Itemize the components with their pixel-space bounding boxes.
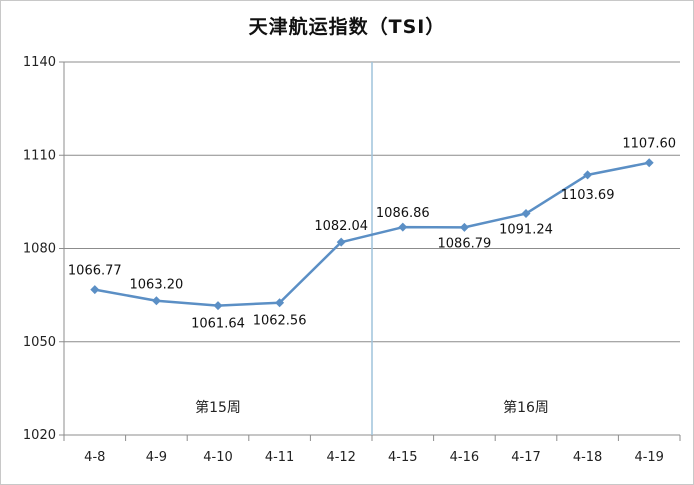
data-point-4-19 bbox=[644, 158, 654, 168]
data-label-4-9: 1063.20 bbox=[130, 278, 184, 293]
data-point-4-9 bbox=[151, 296, 161, 306]
data-label-4-17: 1091.24 bbox=[499, 223, 553, 238]
data-point-4-11 bbox=[275, 298, 285, 308]
x-tick-label: 4-10 bbox=[203, 450, 233, 465]
y-tick-label: 1050 bbox=[23, 335, 56, 350]
x-tick-label: 4-8 bbox=[84, 450, 105, 465]
week-16-label: 第16周 bbox=[503, 399, 549, 416]
x-tick-label: 4-16 bbox=[450, 450, 480, 465]
data-point-4-12 bbox=[336, 237, 346, 247]
data-label-4-16: 1086.79 bbox=[438, 236, 492, 251]
x-tick-label: 4-15 bbox=[388, 450, 418, 465]
data-point-4-18 bbox=[583, 170, 593, 180]
data-label-4-11: 1062.56 bbox=[253, 314, 307, 329]
series-line bbox=[94, 161, 650, 307]
data-point-4-17 bbox=[521, 209, 531, 219]
data-label-4-15: 1086.86 bbox=[376, 206, 430, 221]
x-tick-labels: 4-8 4-9 4-10 4-11 4-12 4-15 4-16 4-17 4-18 4-19 bbox=[84, 450, 664, 465]
x-tick-label: 4-9 bbox=[146, 450, 167, 465]
data-label-4-10: 1061.64 bbox=[191, 317, 245, 332]
data-label-4-8: 1066.77 bbox=[68, 264, 122, 279]
x-tick-label: 4-18 bbox=[573, 450, 603, 465]
data-point-4-15 bbox=[398, 222, 408, 232]
chart-title: 天津航运指数（TSI） bbox=[248, 16, 446, 38]
series-group bbox=[90, 158, 654, 311]
data-label-4-12: 1082.04 bbox=[314, 219, 368, 234]
data-label-4-19: 1107.60 bbox=[622, 137, 676, 152]
x-tick-label: 4-17 bbox=[511, 450, 541, 465]
axes bbox=[59, 61, 681, 441]
data-point-4-8 bbox=[90, 285, 100, 295]
y-tick-label: 1110 bbox=[23, 148, 56, 163]
x-tick-label: 4-12 bbox=[326, 450, 356, 465]
y-tick-labels: 1020 1050 1080 1110 1140 bbox=[23, 55, 56, 443]
x-tick-label: 4-19 bbox=[634, 450, 664, 465]
data-point-4-10 bbox=[213, 301, 223, 311]
data-point-4-16 bbox=[459, 222, 469, 232]
y-tick-label: 1080 bbox=[23, 242, 56, 257]
y-tick-label: 1140 bbox=[23, 55, 56, 70]
data-label-4-18: 1103.69 bbox=[561, 188, 615, 203]
data-labels: 1066.77 1063.20 1061.64 1062.56 1082.04 1086.… bbox=[68, 137, 676, 332]
week-15-label: 第15周 bbox=[195, 399, 241, 416]
y-tick-label: 1020 bbox=[23, 428, 56, 443]
x-tick-label: 4-11 bbox=[265, 450, 295, 465]
